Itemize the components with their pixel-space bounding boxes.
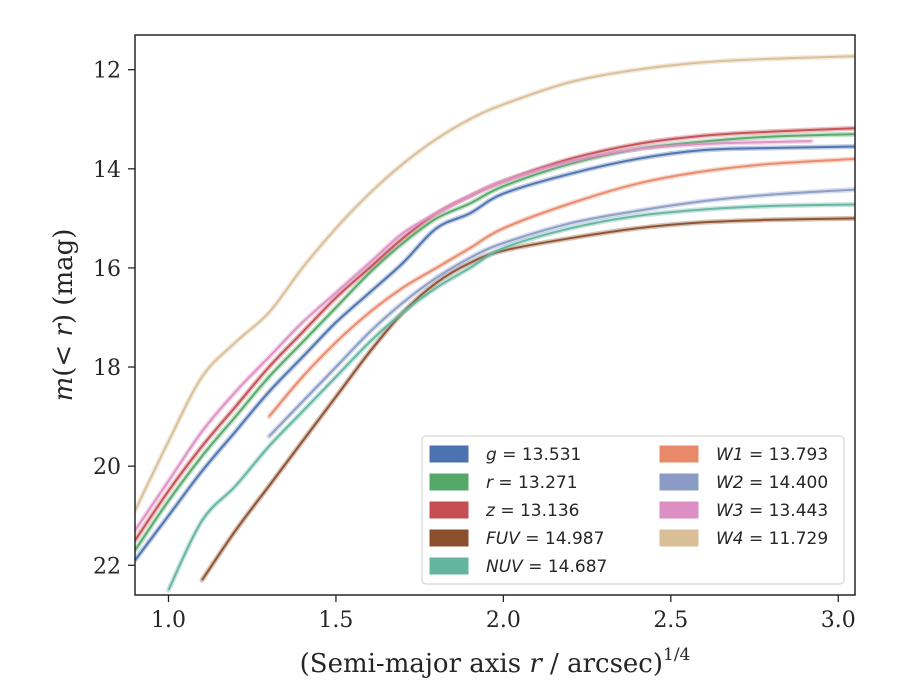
plot-frame (134, 34, 856, 596)
legend-label-g: g = 13.531 (486, 445, 581, 465)
legend-label-nuv: NUV = 14.687 (486, 557, 607, 577)
series-w1-line (268, 157, 855, 418)
series-r-line (135, 133, 855, 551)
legend-swatch-w2 (659, 473, 699, 491)
legend-frame (421, 435, 845, 585)
y-tick-label: 22 (93, 554, 121, 579)
legend-label-w4: W4 = 11.729 (716, 529, 828, 549)
legend-label-fuv: FUV = 14.987 (486, 529, 604, 549)
series-z-line (135, 127, 855, 542)
y-tick-label: 12 (93, 59, 121, 84)
legend-swatch-nuv (429, 557, 469, 575)
y-tick-label: 20 (93, 455, 121, 480)
x-tick-label: 3.0 (821, 608, 856, 633)
y-axis-label: m(< r) (mag) (49, 229, 79, 402)
x-tick-label: 1.5 (318, 608, 353, 633)
x-axis-label: (Semi-major axis r / arcsec)1/4 (300, 645, 691, 679)
legend-label-w2: W2 = 14.400 (716, 473, 828, 493)
legend-label-r: r = 13.271 (486, 473, 578, 493)
series-g-line (135, 145, 855, 561)
x-tick-label: 2.0 (486, 608, 521, 633)
series-w2-band (266, 187, 855, 439)
y-tick-label: 14 (93, 158, 121, 183)
x-tick-label: 1.0 (151, 608, 186, 633)
legend: g = 13.531 r = 13.271 z = 13.136 FUV = 14.9… (421, 435, 845, 585)
series-w4-line (135, 55, 855, 512)
legend-label-z: z = 13.136 (485, 501, 579, 521)
series-w2-line (268, 188, 855, 438)
legend-swatch-w1 (659, 445, 699, 463)
y-tick-label: 16 (93, 257, 121, 282)
series-layer (135, 53, 855, 593)
series-w3-line (135, 140, 812, 532)
x-axis: 1.0 1.5 2.0 2.5 3.0 (151, 595, 856, 633)
legend-swatch-g (429, 445, 469, 463)
y-axis: 12 14 16 18 20 22 (93, 59, 135, 579)
legend-swatch-fuv (429, 529, 469, 547)
legend-swatch-r (429, 473, 469, 491)
legend-swatch-z (429, 501, 469, 519)
series-fuv-line (201, 217, 855, 581)
legend-label-w3: W3 = 13.443 (716, 501, 828, 521)
legend-swatch-w4 (659, 529, 699, 547)
y-tick-label: 18 (93, 356, 121, 381)
legend-swatch-w3 (659, 501, 699, 519)
x-tick-label: 2.5 (653, 608, 688, 633)
legend-label-w1: W1 = 13.793 (716, 445, 828, 465)
series-nuv-line (167, 203, 855, 591)
